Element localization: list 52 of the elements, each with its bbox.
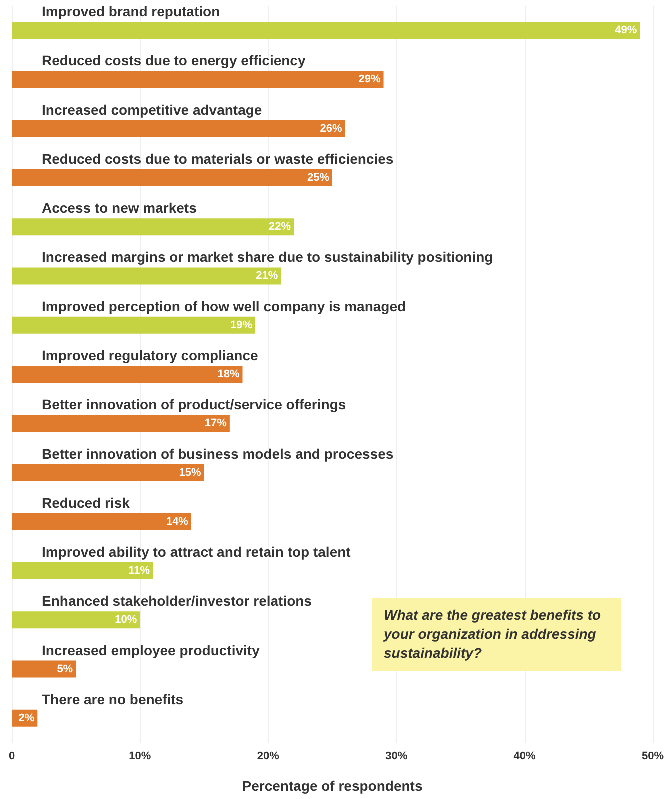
data-label: 26% <box>320 122 343 135</box>
note-box: What are the greatest benefits to your organization in addressing sustainability? <box>372 598 621 671</box>
x-tick-label: 40% <box>514 750 536 762</box>
y-tick-label: Improved ability to attract and retain top talent <box>42 544 352 560</box>
data-label: 15% <box>179 466 202 479</box>
bar <box>12 366 243 383</box>
y-tick-label: Improved perception of how well company is managed <box>42 298 406 314</box>
y-tick-label: Better innovation of business models and processes <box>42 446 394 462</box>
bar <box>12 660 76 678</box>
bar <box>12 22 640 40</box>
bar <box>12 169 332 186</box>
data-label: 49% <box>615 24 638 37</box>
y-tick-label: Increased employee productivity <box>42 642 260 658</box>
x-tick-label: 20% <box>257 750 280 762</box>
x-tick-label: 30% <box>386 750 408 762</box>
x-tick-label: 0 <box>8 750 16 762</box>
bar <box>12 120 346 138</box>
y-tick-label: Increased competitive advantage <box>42 102 262 118</box>
data-label: 10% <box>115 614 138 626</box>
data-label: 25% <box>307 172 330 184</box>
data-label: 22% <box>269 221 292 234</box>
y-tick-label: Improved regulatory compliance <box>42 348 258 364</box>
x-tick-label: 10% <box>129 750 152 762</box>
data-label: 17% <box>204 418 228 430</box>
y-tick-label: Reduced risk <box>42 494 130 511</box>
bar <box>12 415 230 432</box>
data-label: 5% <box>57 663 74 676</box>
bar <box>12 612 140 629</box>
bar <box>12 71 384 88</box>
bar <box>12 464 204 482</box>
y-tick-label: Better innovation of product/service offerings <box>42 396 346 413</box>
x-axis-title: Percentage of respondents <box>242 778 423 794</box>
y-tick-label: Enhanced stakeholder/investor relations <box>42 593 312 610</box>
data-label: 21% <box>256 270 278 282</box>
data-label: 19% <box>230 319 253 332</box>
bar <box>12 513 192 530</box>
y-tick-label: Reduced costs due to materials or waste efficiencies <box>42 150 394 167</box>
data-label: 29% <box>358 74 381 86</box>
y-tick-label: Improved brand reputation <box>42 4 220 20</box>
data-label: 18% <box>218 368 240 380</box>
bar <box>12 268 282 285</box>
y-tick-label: Increased margins or market share due to sustainability positioning <box>42 249 494 266</box>
y-tick-label: There are no benefits <box>42 691 184 708</box>
data-label: 11% <box>128 565 150 578</box>
x-tick-label: 50% <box>642 750 664 762</box>
data-label: 14% <box>166 516 189 528</box>
y-tick-label: Reduced costs due to energy efficiency <box>42 52 306 69</box>
bar <box>12 316 256 334</box>
bar <box>12 562 154 580</box>
y-tick-label: Access to new markets <box>42 200 198 216</box>
bar <box>12 218 294 236</box>
data-label: 2% <box>18 712 35 724</box>
